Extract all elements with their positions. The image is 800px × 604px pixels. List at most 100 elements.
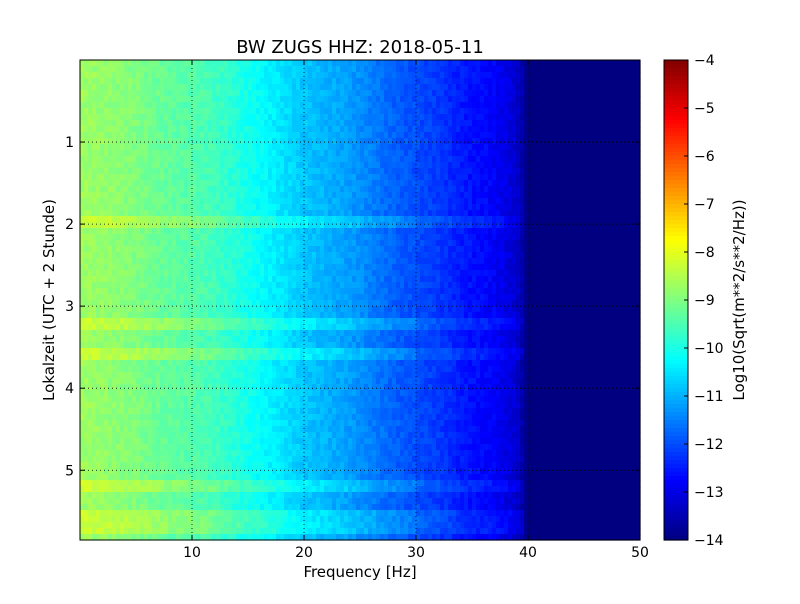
heatmap-cell	[524, 234, 529, 241]
heatmap-cell	[624, 60, 629, 67]
heatmap-cell	[420, 144, 425, 151]
heatmap-cell	[540, 162, 545, 169]
heatmap-cell	[224, 108, 229, 115]
heatmap-cell	[440, 90, 445, 97]
heatmap-cell	[564, 114, 569, 121]
heatmap-cell	[320, 132, 325, 139]
heatmap-cell	[316, 174, 321, 181]
heatmap-cell	[164, 108, 169, 115]
heatmap-cell	[364, 204, 369, 211]
heatmap-cell	[376, 168, 381, 175]
heatmap-cell	[144, 198, 149, 205]
heatmap-cell	[292, 162, 297, 169]
heatmap-cell	[256, 186, 261, 193]
heatmap-cell	[420, 126, 425, 133]
heatmap-cell	[352, 78, 357, 85]
heatmap-cell	[340, 246, 345, 253]
heatmap-cell	[352, 210, 357, 217]
heatmap-cell	[80, 120, 85, 127]
heatmap-cell	[324, 78, 329, 85]
heatmap-cell	[208, 186, 213, 193]
heatmap-cell	[212, 102, 217, 109]
heatmap-cell	[496, 156, 501, 163]
heatmap-cell	[92, 150, 97, 157]
heatmap-cell	[400, 264, 405, 271]
heatmap-cell	[152, 60, 157, 67]
heatmap-cell	[376, 264, 381, 271]
heatmap-cell	[208, 108, 213, 115]
heatmap-cell	[132, 234, 137, 241]
heatmap-cell	[216, 210, 221, 217]
heatmap-cell	[324, 258, 329, 265]
heatmap-cell	[440, 240, 445, 247]
heatmap-cell	[176, 180, 181, 187]
heatmap-cell	[528, 72, 533, 79]
heatmap-cell	[484, 204, 489, 211]
heatmap-cell	[440, 192, 445, 199]
heatmap-cell	[400, 162, 405, 169]
heatmap-cell	[144, 150, 149, 157]
heatmap-cell	[476, 222, 481, 229]
heatmap-cell	[336, 102, 341, 109]
heatmap-cell	[416, 60, 421, 67]
heatmap-cell	[284, 90, 289, 97]
heatmap-cell	[428, 246, 433, 253]
heatmap-cell	[312, 162, 317, 169]
heatmap-cell	[524, 186, 529, 193]
heatmap-cell	[500, 90, 505, 97]
heatmap-cell	[160, 126, 165, 133]
heatmap-cell	[160, 138, 165, 145]
heatmap-cell	[140, 210, 145, 217]
heatmap-cell	[176, 264, 181, 271]
heatmap-cell	[92, 60, 97, 67]
heatmap-cell	[476, 228, 481, 235]
heatmap-cell	[420, 174, 425, 181]
heatmap-cell	[244, 258, 249, 265]
heatmap-cell	[184, 186, 189, 193]
heatmap-cell	[108, 90, 113, 97]
heatmap-cell	[408, 108, 413, 115]
heatmap-cell	[104, 246, 109, 253]
heatmap-cell	[120, 270, 125, 277]
heatmap-cell	[544, 84, 549, 91]
heatmap-cell	[368, 198, 373, 205]
heatmap-cell	[500, 234, 505, 241]
heatmap-cell	[424, 180, 429, 187]
heatmap-cell	[200, 264, 205, 271]
heatmap-cell	[116, 258, 121, 265]
heatmap-cell	[296, 126, 301, 133]
heatmap-cell	[244, 138, 249, 145]
heatmap-cell	[500, 240, 505, 247]
heatmap-cell	[424, 66, 429, 73]
heatmap-cell	[572, 162, 577, 169]
heatmap-cell	[92, 162, 97, 169]
heatmap-cell	[432, 240, 437, 247]
heatmap-cell	[536, 246, 541, 253]
heatmap-cell	[92, 198, 97, 205]
heatmap-cell	[272, 72, 277, 79]
heatmap-cell	[468, 96, 473, 103]
heatmap-cell	[596, 126, 601, 133]
heatmap-cell	[324, 198, 329, 205]
heatmap-cell	[528, 96, 533, 103]
heatmap-cell	[452, 222, 457, 229]
heatmap-cell	[348, 168, 353, 175]
heatmap-cell	[432, 252, 437, 259]
heatmap-cell	[196, 192, 201, 199]
heatmap-cell	[228, 102, 233, 109]
heatmap-cell	[408, 264, 413, 271]
heatmap-cell	[116, 234, 121, 241]
heatmap-cell	[216, 192, 221, 199]
heatmap-cell	[196, 162, 201, 169]
heatmap-cell	[516, 114, 521, 121]
heatmap-cell	[84, 228, 89, 235]
heatmap-cell	[244, 60, 249, 67]
heatmap-cell	[204, 78, 209, 85]
heatmap-cell	[428, 108, 433, 115]
heatmap-cell	[492, 102, 497, 109]
heatmap-cell	[100, 96, 105, 103]
heatmap-cell	[412, 198, 417, 205]
heatmap-cell	[356, 162, 361, 169]
heatmap-cell	[376, 270, 381, 277]
heatmap-cell	[400, 168, 405, 175]
